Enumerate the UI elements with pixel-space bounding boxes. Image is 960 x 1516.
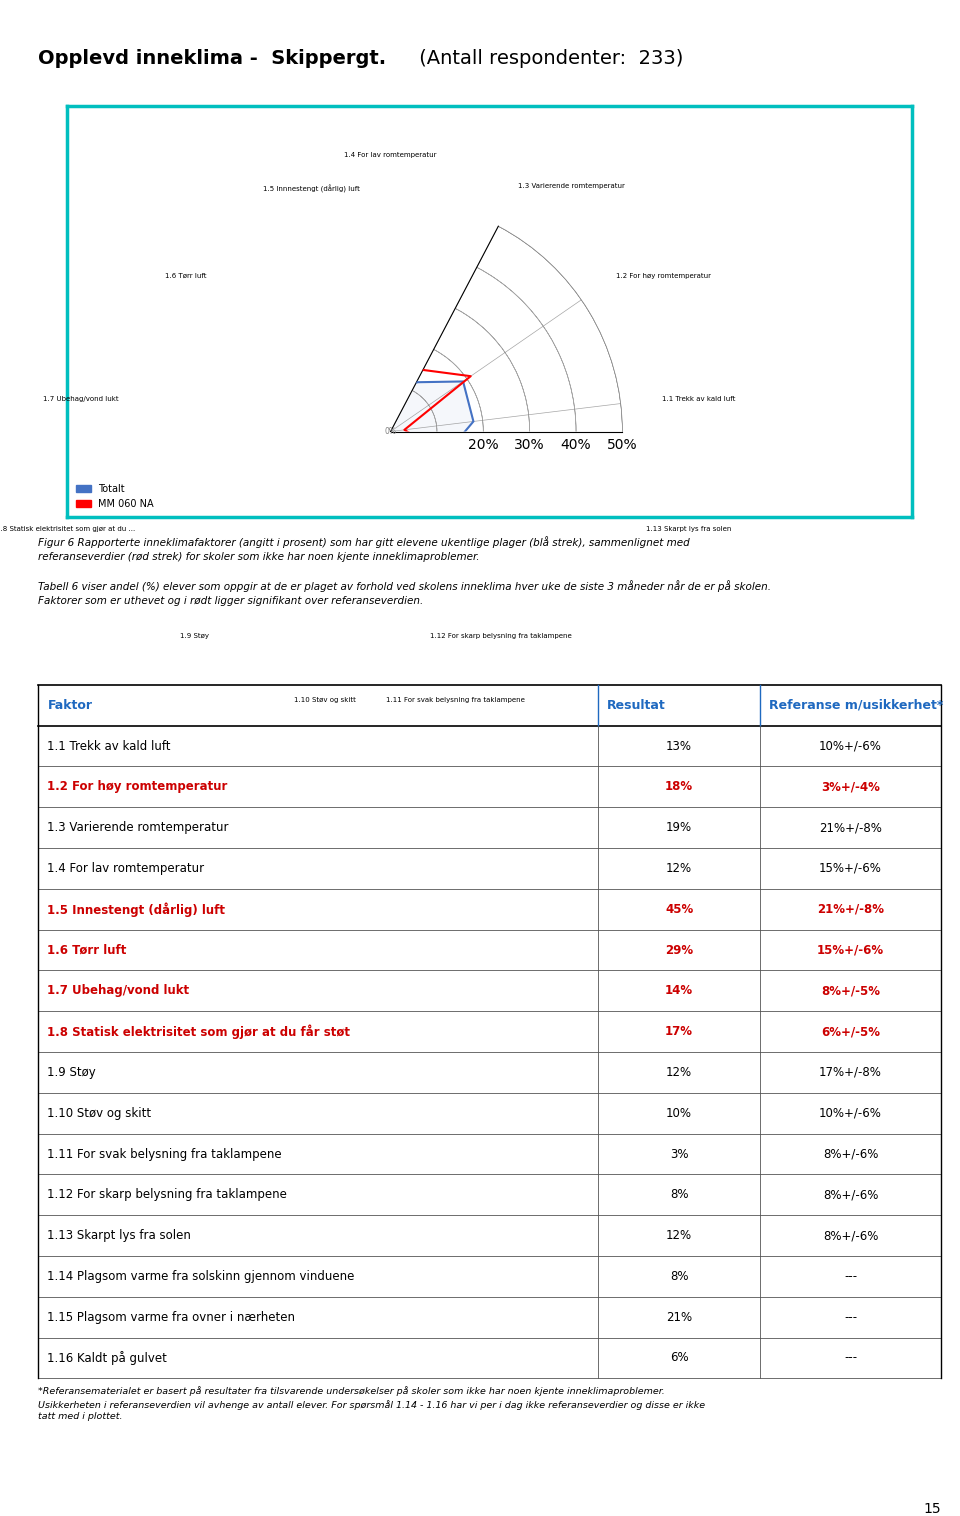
Text: 12%: 12%	[666, 1066, 692, 1079]
Text: 1.4 For lav romtemperatur: 1.4 For lav romtemperatur	[345, 152, 437, 158]
Text: 21%+/-8%: 21%+/-8%	[819, 822, 882, 834]
Text: 1.8 Statisk elektrisitet som gjør at du får støt: 1.8 Statisk elektrisitet som gjør at du …	[47, 1025, 350, 1038]
Text: 14%: 14%	[665, 984, 693, 998]
Text: 1.16 Kaldt på gulvet: 1.16 Kaldt på gulvet	[47, 1351, 167, 1364]
Text: Opplevd inneklima -  Skippergt.: Opplevd inneklima - Skippergt.	[38, 50, 387, 68]
Text: 45%: 45%	[665, 902, 693, 916]
Text: 12%: 12%	[666, 863, 692, 875]
Text: 8%+/-5%: 8%+/-5%	[821, 984, 880, 998]
Text: 10%: 10%	[666, 1107, 692, 1120]
Text: 8%: 8%	[670, 1189, 688, 1201]
Text: 10%+/-6%: 10%+/-6%	[819, 740, 882, 752]
Text: 18%: 18%	[665, 781, 693, 793]
Text: 8%+/-6%: 8%+/-6%	[823, 1148, 878, 1161]
Text: 1.8 Statisk elektrisitet som gjør at du ...: 1.8 Statisk elektrisitet som gjør at du …	[0, 526, 134, 532]
Legend: Totalt, MM 060 NA: Totalt, MM 060 NA	[72, 481, 157, 512]
Text: 1.5 Innnestengt (dårlig) luft: 1.5 Innnestengt (dårlig) luft	[263, 185, 360, 194]
Text: 1.3 Varierende romtemperatur: 1.3 Varierende romtemperatur	[47, 822, 228, 834]
Text: 29%: 29%	[665, 943, 693, 957]
Text: 21%+/-8%: 21%+/-8%	[817, 902, 884, 916]
Text: 1.5 Innestengt (dårlig) luft: 1.5 Innestengt (dårlig) luft	[47, 902, 226, 917]
Text: 1.2 For høy romtemperatur: 1.2 For høy romtemperatur	[47, 781, 228, 793]
Text: Resultat: Resultat	[607, 699, 665, 713]
Text: 1.1 Trekk av kald luft: 1.1 Trekk av kald luft	[662, 396, 735, 402]
Text: 0%: 0%	[385, 428, 396, 437]
Text: 1.13 Skarpt lys fra solen: 1.13 Skarpt lys fra solen	[646, 526, 732, 532]
Text: 17%+/-8%: 17%+/-8%	[819, 1066, 882, 1079]
Text: 17%: 17%	[665, 1025, 693, 1038]
Text: 1.7 Ubehag/vond lukt: 1.7 Ubehag/vond lukt	[47, 984, 189, 998]
Text: 1.14 Plagsom varme fra solskinn gjennom vinduene: 1.14 Plagsom varme fra solskinn gjennom …	[47, 1270, 355, 1283]
Text: Figur 6 Rapporterte inneklimafaktorer (angitt i prosent) som har gitt elevene uk: Figur 6 Rapporterte inneklimafaktorer (a…	[38, 535, 772, 606]
Text: 6%+/-5%: 6%+/-5%	[821, 1025, 880, 1038]
Text: 1.3 Varierende romtemperatur: 1.3 Varierende romtemperatur	[517, 183, 625, 190]
Text: 1.2 For høy romtemperatur: 1.2 For høy romtemperatur	[615, 273, 710, 279]
Text: (Antall respondenter:  233): (Antall respondenter: 233)	[413, 50, 684, 68]
Text: 15: 15	[924, 1502, 941, 1516]
Text: ---: ---	[844, 1311, 857, 1323]
Text: 1.1 Trekk av kald luft: 1.1 Trekk av kald luft	[47, 740, 171, 752]
Text: 8%: 8%	[670, 1270, 688, 1283]
Text: 10%+/-6%: 10%+/-6%	[819, 1107, 882, 1120]
Text: 1.12 For skarp belysning fra taklampene: 1.12 For skarp belysning fra taklampene	[47, 1189, 287, 1201]
Text: 1.6 Tørr luft: 1.6 Tørr luft	[47, 943, 127, 957]
Text: 8%+/-6%: 8%+/-6%	[823, 1229, 878, 1242]
Text: Referanse m/usikkerhet*: Referanse m/usikkerhet*	[769, 699, 944, 713]
Text: 3%+/-4%: 3%+/-4%	[821, 781, 880, 793]
Text: 8%+/-6%: 8%+/-6%	[823, 1189, 878, 1201]
Text: 21%: 21%	[666, 1311, 692, 1323]
Text: 1.12 For skarp belysning fra taklampene: 1.12 For skarp belysning fra taklampene	[430, 634, 572, 640]
Text: 1.15 Plagsom varme fra ovner i nærheten: 1.15 Plagsom varme fra ovner i nærheten	[47, 1311, 296, 1323]
Text: 1.9 Støy: 1.9 Støy	[47, 1066, 96, 1079]
Text: 1.10 Støv og skitt: 1.10 Støv og skitt	[47, 1107, 152, 1120]
Text: 15%+/-6%: 15%+/-6%	[817, 943, 884, 957]
Text: 1.11 For svak belysning fra taklampene: 1.11 For svak belysning fra taklampene	[386, 697, 525, 703]
Text: 1.9 Støy: 1.9 Støy	[180, 634, 209, 640]
Text: 1.13 Skarpt lys fra solen: 1.13 Skarpt lys fra solen	[47, 1229, 191, 1242]
Text: 1.6 Tørr luft: 1.6 Tørr luft	[165, 273, 207, 279]
Text: 1.10 Støv og skitt: 1.10 Støv og skitt	[295, 697, 356, 703]
Text: ---: ---	[844, 1270, 857, 1283]
Text: 15%+/-6%: 15%+/-6%	[819, 863, 882, 875]
Text: 1.7 Ubehag/vond lukt: 1.7 Ubehag/vond lukt	[43, 396, 119, 402]
Text: 13%: 13%	[666, 740, 692, 752]
Text: 6%: 6%	[670, 1351, 688, 1364]
Text: 19%: 19%	[666, 822, 692, 834]
Text: ---: ---	[844, 1351, 857, 1364]
Text: *Referansematerialet er basert på resultater fra tilsvarende undersøkelser på sk: *Referansematerialet er basert på result…	[38, 1387, 706, 1422]
Text: 12%: 12%	[666, 1229, 692, 1242]
Text: 1.11 For svak belysning fra taklampene: 1.11 For svak belysning fra taklampene	[47, 1148, 282, 1161]
Text: 1.4 For lav romtemperatur: 1.4 For lav romtemperatur	[47, 863, 204, 875]
Text: Faktor: Faktor	[47, 699, 92, 713]
Polygon shape	[312, 223, 473, 473]
Text: 3%: 3%	[670, 1148, 688, 1161]
